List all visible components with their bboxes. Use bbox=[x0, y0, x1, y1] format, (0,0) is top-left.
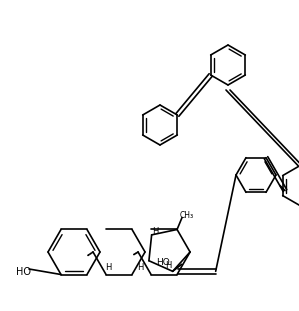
Text: H: H bbox=[137, 263, 143, 272]
Text: HO: HO bbox=[156, 258, 170, 267]
Text: H: H bbox=[105, 262, 111, 272]
Text: H: H bbox=[152, 228, 158, 236]
Text: CH₃: CH₃ bbox=[180, 211, 194, 220]
Text: H: H bbox=[165, 261, 171, 270]
Text: HO: HO bbox=[16, 267, 31, 277]
